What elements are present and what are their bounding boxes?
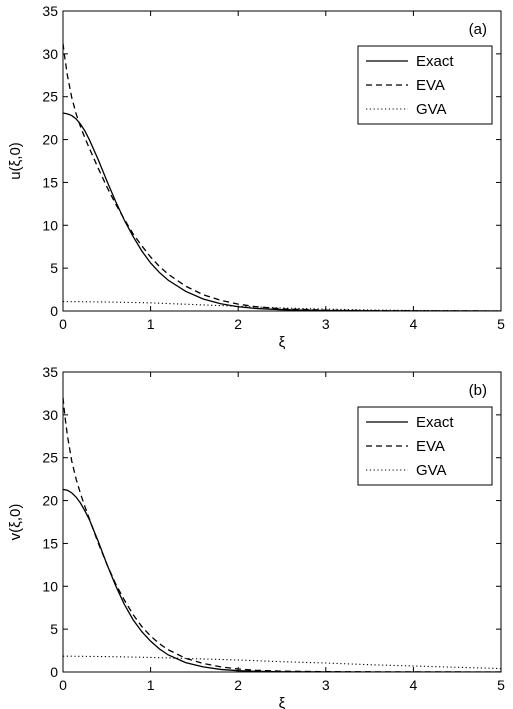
x-tick-label: 2 [234,316,242,332]
legend-label-exact: Exact [416,53,454,70]
x-axis-label: ξ [279,695,286,709]
x-tick-label: 5 [497,677,505,693]
legend-label-eva: EVA [416,438,445,455]
y-tick-label: 25 [42,89,58,105]
y-tick-label: 35 [42,3,58,19]
x-tick-label: 1 [147,316,155,332]
series-line-exact [63,488,501,672]
legend-label-gva: GVA [416,462,447,479]
x-tick-label: 1 [147,677,155,693]
legend-label-eva: EVA [416,77,445,94]
x-tick-label: 0 [59,677,67,693]
y-tick-label: 30 [42,46,58,62]
x-axis-label: ξ [279,334,286,351]
y-tick-label: 5 [50,260,58,276]
x-tick-label: 4 [410,316,418,332]
x-tick-label: 4 [410,677,418,693]
panel-label: (a) [469,21,487,38]
y-tick-label: 10 [42,578,58,594]
series-line-exact [63,112,501,311]
x-tick-label: 3 [322,316,330,332]
y-tick-label: 15 [42,174,58,190]
y-tick-label: 10 [42,217,58,233]
axes-frame [62,10,502,312]
y-tick-label: 30 [42,407,58,423]
series-line-eva [63,43,501,311]
y-tick-label: 35 [42,364,58,380]
x-tick-label: 0 [59,316,67,332]
y-tick-label: 5 [50,621,58,637]
chart-panel-a: 0 1 2 3 4 5 0 5 10 15 20 25 30 35 ξ u(ξ,0) (a) Exact EVA GV… [7,3,505,351]
legend-label-gva: GVA [416,101,447,118]
x-tick-label: 2 [234,677,242,693]
x-tick-label: 3 [322,677,330,693]
chart-panel-b: 0 1 2 3 4 5 0 5 10 15 20 25 30 35 ξ v(ξ,0) (b) Exact EVA GV… [7,364,505,709]
legend: Exact EVA GVA [357,45,493,125]
y-tick-label: 0 [50,664,58,680]
y-tick-label: 20 [42,132,58,148]
panel-label: (b) [469,382,487,399]
y-tick-label: 15 [42,535,58,551]
y-tick-label: 0 [50,303,58,319]
legend-label-exact: Exact [416,414,454,431]
series-line-gva [63,655,501,670]
y-axis-label: v(ξ,0) [7,504,24,541]
legend: Exact EVA GVA [357,406,493,486]
series-line-eva [63,397,501,672]
y-tick-label: 25 [42,450,58,466]
x-tick-label: 5 [497,316,505,332]
y-tick-label: 20 [42,493,58,509]
axes-frame [62,371,502,673]
y-axis-label: u(ξ,0) [7,142,24,180]
